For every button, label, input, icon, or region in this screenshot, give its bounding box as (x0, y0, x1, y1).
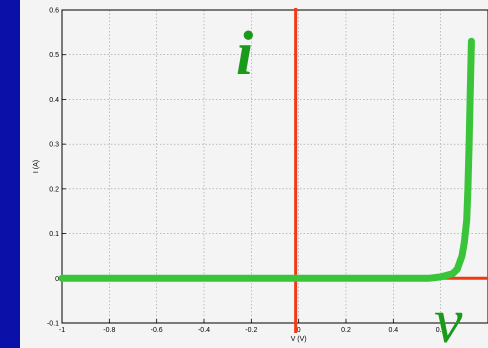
current-symbol-label: i (236, 20, 253, 88)
x-axis-label: V (V) (291, 336, 307, 343)
y-tick-label: 0.1 (49, 231, 59, 238)
y-tick-label: 0.5 (49, 52, 59, 59)
x-tick-label: -0.2 (245, 327, 257, 334)
x-tick-label: -0.4 (198, 327, 210, 334)
y-tick-label: -0.1 (47, 321, 59, 328)
x-tick-label: -1 (59, 327, 65, 334)
x-tick-label: -0.8 (103, 327, 115, 334)
voltage-symbol-label: v (434, 285, 463, 348)
y-tick-label: 0.4 (49, 97, 59, 104)
x-tick-label: 0.4 (388, 327, 398, 334)
x-tick-label: 0 (297, 327, 301, 334)
x-tick-label: -0.6 (151, 327, 163, 334)
y-tick-label: 0.6 (49, 8, 59, 15)
y-tick-label: 0.2 (49, 186, 59, 193)
x-tick-labels: -1 -0.8 -0.6 -0.4 -0.2 0 0.2 0.4 0.6 (59, 327, 446, 334)
y-tick-label: 0 (55, 276, 59, 283)
ticks (61, 9, 442, 324)
x-tick-label: 0.2 (341, 327, 351, 334)
iv-curve-series (58, 37, 475, 282)
x-tick-label: 0.6 (436, 327, 446, 334)
plot-frame (61, 9, 488, 324)
y-tick-labels: -0.1 0 0.1 0.2 0.3 0.4 0.5 0.6 (47, 8, 59, 328)
y-tick-label: 0.3 (49, 142, 59, 149)
y-axis-label: I (A) (33, 160, 40, 173)
figure-panel (20, 0, 488, 348)
